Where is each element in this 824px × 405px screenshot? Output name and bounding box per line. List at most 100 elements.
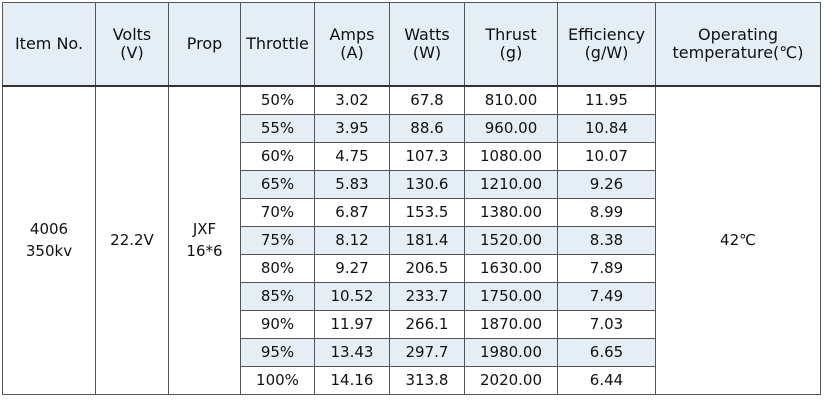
table-row: 100% 14.16 313.8 2020.00 6.44: [3, 366, 821, 395]
watts-cell: 266.1: [389, 310, 465, 339]
table-row: 4006 350kv 22.2V JXF 16*6 50% 3.02 67.8 …: [2, 85, 821, 395]
efficiency-cell: 6.65: [557, 338, 656, 367]
amps-cell: 8.12: [314, 226, 390, 255]
efficiency-cell: 6.44: [557, 366, 656, 395]
thrust-cell: 1210.00: [464, 170, 558, 199]
efficiency-cell: 7.03: [557, 310, 656, 339]
watts-cell: 67.8: [389, 85, 465, 115]
header-amps: Amps (A): [314, 2, 390, 87]
header-amps-unit: (A): [340, 43, 364, 62]
motor-spec-table: Item No. Volts (V) Prop Throttle Amps (A…: [2, 2, 821, 395]
amps-cell: 10.52: [314, 282, 390, 311]
operating-temperature-cell: 42℃: [655, 85, 821, 395]
amps-cell: 13.43: [314, 338, 390, 367]
thrust-cell: 1630.00: [464, 254, 558, 283]
efficiency-cell: 10.07: [557, 142, 656, 171]
thrust-cell: 1080.00: [464, 142, 558, 171]
amps-cell: 4.75: [314, 142, 390, 171]
throttle-cell: 75%: [240, 226, 315, 255]
thrust-cell: 1870.00: [464, 310, 558, 339]
header-amps-label: Amps: [329, 24, 375, 44]
item-no-cell: 4006 350kv: [2, 85, 96, 395]
throttle-cell: 85%: [240, 282, 315, 311]
header-thrust-label: Thrust: [485, 24, 537, 44]
watts-cell: 313.8: [389, 366, 465, 395]
watts-cell: 153.5: [389, 198, 465, 227]
amps-cell: 5.83: [314, 170, 390, 199]
throttle-cell: 50%: [240, 85, 315, 115]
volts-cell: 22.2V: [95, 85, 169, 395]
table-row: 90% 11.97 266.1 1870.00 7.03: [3, 310, 821, 339]
header-thrust-unit: (g): [499, 43, 523, 62]
throttle-cell: 60%: [240, 142, 315, 171]
header-volts: Volts (V): [95, 2, 169, 87]
table-row: 80% 9.27 206.5 1630.00 7.89: [3, 254, 821, 283]
amps-cell: 3.95: [314, 114, 390, 143]
throttle-cell: 100%: [240, 366, 315, 395]
thrust-cell: 960.00: [464, 114, 558, 143]
efficiency-cell: 8.38: [557, 226, 656, 255]
header-volts-label: Volts: [112, 24, 152, 44]
watts-cell: 88.6: [389, 114, 465, 143]
header-watts: Watts (W): [389, 2, 465, 87]
header-operating-temperature-unit: temperature(℃): [672, 43, 804, 62]
amps-cell: 14.16: [314, 366, 390, 395]
efficiency-cell: 7.49: [557, 282, 656, 311]
thrust-cell: 810.00: [464, 85, 558, 115]
efficiency-cell: 9.26: [557, 170, 656, 199]
amps-cell: 6.87: [314, 198, 390, 227]
header-efficiency: Efficiency (g/W): [557, 2, 656, 87]
amps-cell: 3.02: [314, 85, 390, 115]
watts-cell: 297.7: [389, 338, 465, 367]
throttle-cell: 70%: [240, 198, 315, 227]
efficiency-cell: 11.95: [557, 85, 656, 115]
thrust-cell: 1980.00: [464, 338, 558, 367]
thrust-cell: 1750.00: [464, 282, 558, 311]
amps-cell: 11.97: [314, 310, 390, 339]
item-no-kv: 350kv: [25, 241, 73, 260]
header-volts-unit: (V): [120, 43, 144, 62]
amps-cell: 9.27: [314, 254, 390, 283]
watts-cell: 206.5: [389, 254, 465, 283]
header-efficiency-unit: (g/W): [584, 43, 629, 62]
thrust-cell: 1380.00: [464, 198, 558, 227]
throttle-cell: 95%: [240, 338, 315, 367]
table-row: 60% 4.75 107.3 1080.00 10.07: [3, 142, 821, 171]
item-no-model: 4006: [29, 219, 69, 238]
header-item-no-label: Item No.: [14, 33, 84, 53]
spec-table-container: Item No. Volts (V) Prop Throttle Amps (A…: [2, 2, 821, 400]
throttle-cell: 90%: [240, 310, 315, 339]
table-row: 65% 5.83 130.6 1210.00 9.26: [3, 170, 821, 199]
volts-value: 22.2V: [110, 230, 154, 249]
watts-cell: 181.4: [389, 226, 465, 255]
header-operating-temperature-label: Operating: [698, 24, 778, 44]
header-efficiency-label: Efficiency: [567, 24, 646, 44]
header-row: Item No. Volts (V) Prop Throttle Amps (A…: [2, 2, 821, 87]
throttle-cell: 65%: [240, 170, 315, 199]
prop-cell: JXF 16*6: [168, 85, 241, 395]
header-watts-label: Watts: [404, 24, 450, 44]
throttle-cell: 80%: [240, 254, 315, 283]
efficiency-cell: 7.89: [557, 254, 656, 283]
prop-size: 16*6: [186, 241, 223, 260]
header-prop-label: Prop: [186, 33, 223, 53]
table-row: 75% 8.12 181.4 1520.00 8.38: [3, 226, 821, 255]
thrust-cell: 1520.00: [464, 226, 558, 255]
header-throttle: Throttle: [240, 2, 315, 87]
header-throttle-label: Throttle: [246, 33, 309, 53]
watts-cell: 107.3: [389, 142, 465, 171]
thrust-cell: 2020.00: [464, 366, 558, 395]
watts-cell: 233.7: [389, 282, 465, 311]
table-row: 55% 3.95 88.6 960.00 10.84: [3, 114, 821, 143]
operating-temperature-value: 42℃: [720, 230, 756, 249]
header-item-no: Item No.: [2, 2, 96, 87]
header-prop: Prop: [168, 2, 241, 87]
header-operating-temperature: Operating temperature(℃): [655, 2, 821, 87]
header-thrust: Thrust (g): [464, 2, 558, 87]
table-row: 85% 10.52 233.7 1750.00 7.49: [3, 282, 821, 311]
prop-brand: JXF: [192, 219, 217, 238]
table-row: 70% 6.87 153.5 1380.00 8.99: [3, 198, 821, 227]
header-watts-unit: (W): [412, 43, 442, 62]
watts-cell: 130.6: [389, 170, 465, 199]
efficiency-cell: 10.84: [557, 114, 656, 143]
